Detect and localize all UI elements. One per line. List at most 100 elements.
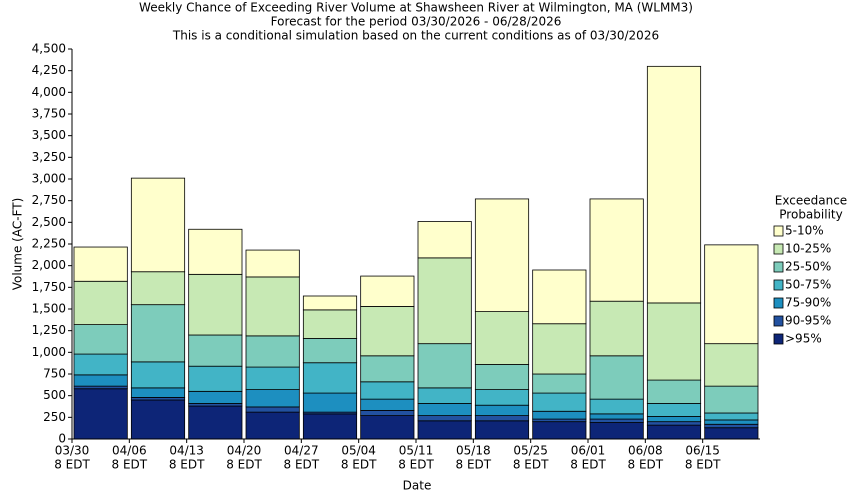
bar-segment — [704, 412, 759, 421]
bar-segment — [245, 249, 300, 278]
x-tick-label: 06/15 — [685, 444, 720, 458]
bar-segment — [417, 415, 472, 422]
bar-segment — [646, 65, 702, 304]
bar-segment — [130, 399, 186, 440]
bar-segment — [646, 403, 702, 417]
y-tick-label: 250 — [43, 410, 66, 424]
chart-title: Weekly Chance of Exceeding River Volume … — [139, 1, 693, 15]
bar-segment — [302, 413, 358, 440]
y-tick-label: 3,000 — [32, 172, 66, 186]
x-tick-label: 06/08 — [628, 444, 663, 458]
bar-segment — [73, 374, 128, 387]
bar-segment — [188, 405, 243, 440]
legend-swatch — [773, 297, 784, 309]
bar-segment — [646, 416, 702, 423]
x-tick-label: 03/30 — [55, 444, 90, 458]
x-tick-label: 8 EDT — [112, 458, 148, 472]
x-tick-label: 8 EDT — [226, 458, 262, 472]
chart-note: This is a conditional simulation based o… — [172, 29, 659, 43]
bar-segment — [589, 398, 644, 415]
y-tick-label: 4,500 — [32, 42, 66, 56]
bar-segment — [302, 295, 358, 311]
bar-segment — [589, 355, 644, 400]
x-tick-label: 8 EDT — [513, 458, 549, 472]
bar-segment — [302, 392, 358, 413]
x-tick-label: 8 EDT — [341, 458, 377, 472]
bar-segment — [73, 353, 128, 376]
x-tick-label: 8 EDT — [456, 458, 492, 472]
bar-segment — [130, 304, 186, 363]
y-tick-label: 1,000 — [32, 345, 66, 359]
x-tick-label: 05/25 — [513, 444, 548, 458]
bar-segment — [130, 361, 186, 389]
y-tick-label: 3,250 — [32, 150, 66, 164]
y-tick-label: 2,750 — [32, 193, 66, 207]
bar-segment — [704, 419, 759, 425]
x-tick-label: 04/27 — [284, 444, 319, 458]
x-axis-label: Date — [403, 479, 432, 493]
y-tick-label: 1,500 — [32, 302, 66, 316]
chart-subtitle: Forecast for the period 03/30/2026 - 06/… — [271, 15, 562, 29]
legend-swatch — [773, 261, 784, 273]
bar-segment — [474, 198, 530, 312]
x-tick-label: 8 EDT — [628, 458, 664, 472]
y-tick-label: 1,750 — [32, 280, 66, 294]
bar-segment — [73, 388, 128, 440]
x-tick-label: 8 EDT — [169, 458, 205, 472]
legend-label: 50-75% — [785, 278, 831, 292]
bar-segment — [73, 324, 128, 355]
x-tick-label: 8 EDT — [570, 458, 606, 472]
legend-title: Probability — [779, 208, 842, 222]
bar-segment — [646, 379, 702, 404]
bar-segment — [130, 271, 186, 306]
bar-segment — [589, 300, 644, 357]
bar-segment — [188, 228, 243, 275]
bar-segment — [360, 381, 415, 400]
legend-swatch — [773, 225, 784, 237]
bar-segment — [188, 365, 243, 392]
bar-segment — [589, 422, 644, 440]
legend-label: 25-50% — [785, 260, 831, 274]
bar-segment — [245, 366, 300, 391]
bar-segment — [73, 280, 128, 325]
bar-segment — [474, 311, 530, 365]
bar-segment — [646, 421, 702, 426]
y-tick-label: 4,000 — [32, 85, 66, 99]
x-tick-label: 8 EDT — [685, 458, 721, 472]
bar-segment — [188, 334, 243, 367]
legend-label: 5-10% — [785, 224, 824, 238]
y-tick-label: 2,000 — [32, 258, 66, 272]
bar-segment — [360, 415, 415, 440]
bar-segment — [130, 387, 186, 398]
x-tick-label: 04/20 — [227, 444, 262, 458]
bar-segment — [245, 335, 300, 368]
legend-label: 10-25% — [785, 242, 831, 256]
bar-segment — [589, 413, 644, 420]
bar-segment — [360, 398, 415, 411]
bar-segment — [417, 343, 472, 389]
x-tick-label: 04/13 — [169, 444, 204, 458]
y-tick-label: 500 — [43, 388, 66, 402]
bar-segment — [360, 305, 415, 357]
bar-segment — [73, 246, 128, 282]
y-tick-label: 3,750 — [32, 107, 66, 121]
legend-swatch — [773, 315, 784, 327]
y-tick-label: 0 — [58, 432, 66, 446]
bar-segment — [245, 389, 300, 408]
bar-segment — [245, 411, 300, 440]
y-tick-label: 750 — [43, 367, 66, 381]
bar-segment — [188, 390, 243, 404]
bar-segment — [704, 343, 759, 387]
bar-segment — [532, 421, 587, 440]
bar-segment — [532, 323, 587, 375]
bar-segment — [245, 276, 300, 337]
legend-title: Exceedance — [775, 194, 847, 208]
bar-segment — [646, 424, 702, 440]
bar-segment — [532, 392, 587, 412]
bar-segment — [417, 257, 472, 345]
y-tick-label: 2,500 — [32, 215, 66, 229]
bar-segment — [360, 409, 415, 416]
bar-segment — [646, 302, 702, 381]
bar-segment — [532, 410, 587, 420]
